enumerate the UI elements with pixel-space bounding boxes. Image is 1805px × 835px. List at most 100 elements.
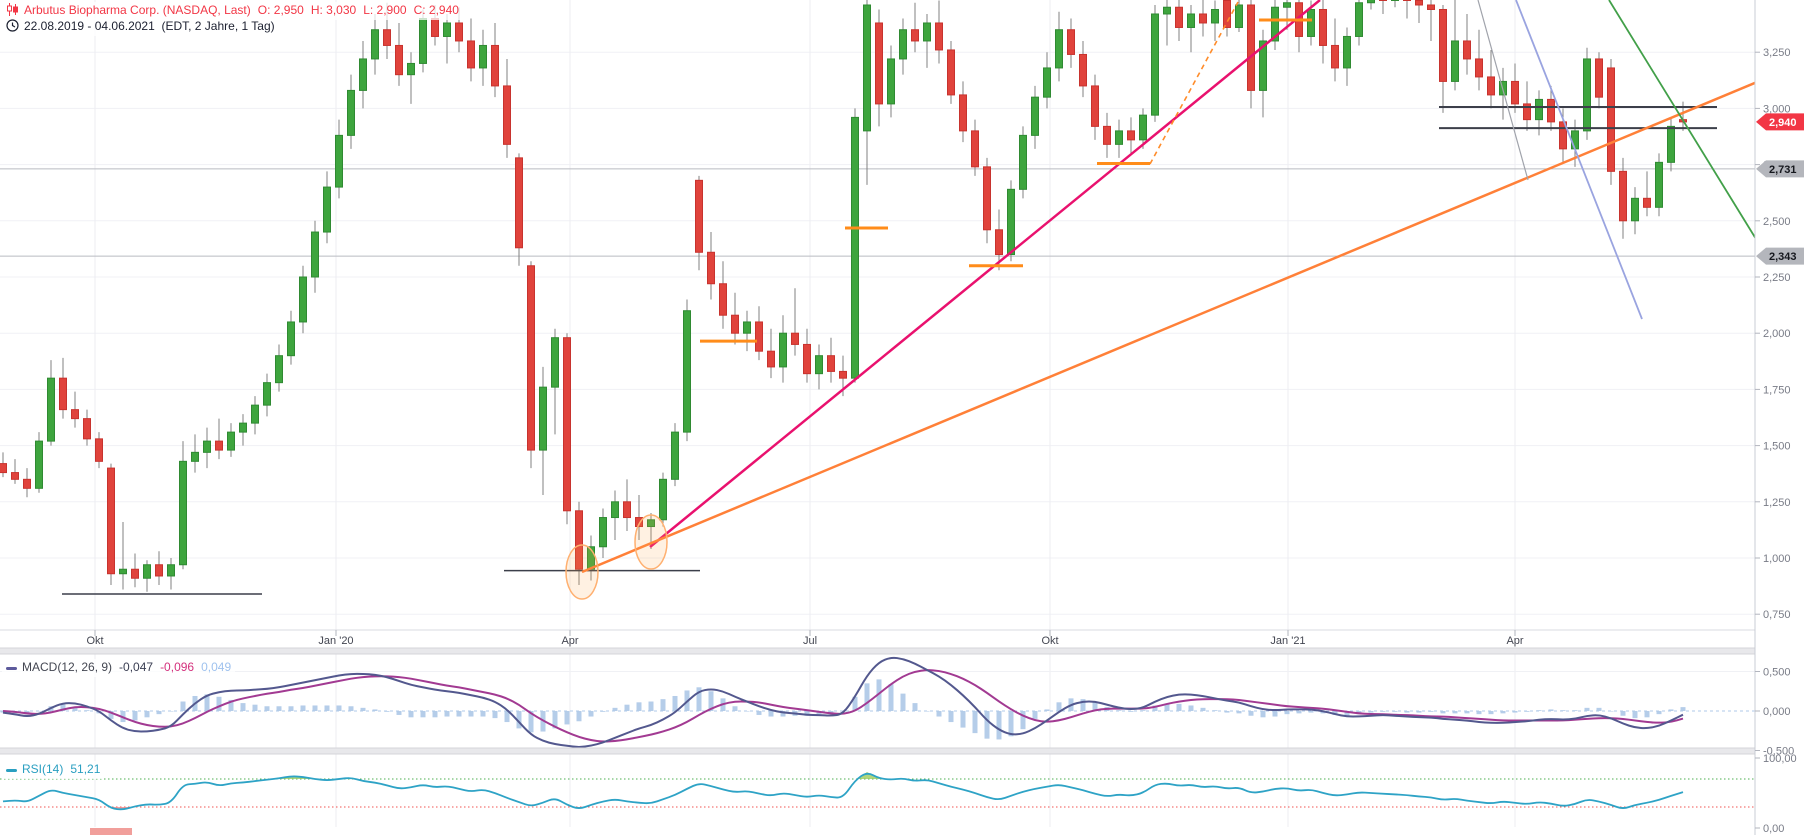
macd-histogram-bar	[432, 711, 438, 718]
macd-histogram-bar	[1668, 709, 1674, 711]
candle-down	[1619, 170, 1627, 222]
candle-down	[995, 229, 1003, 256]
price-badge-label: 2,343	[1769, 251, 1797, 263]
candle-up	[899, 29, 907, 60]
candle-up	[923, 22, 931, 42]
candle-down	[1595, 58, 1603, 98]
downtrend-line-blue[interactable]	[1515, 0, 1643, 320]
uptrend-line-orange[interactable]	[581, 62, 1805, 574]
candle-up	[1187, 13, 1195, 28]
candle-up	[647, 519, 655, 528]
price-tick-label: 1,500	[1763, 441, 1791, 453]
candle-up	[371, 29, 379, 60]
macd-histogram-bar	[480, 711, 486, 717]
ohlc-close-value: 2,940	[428, 3, 459, 17]
macd-histogram-bar	[336, 705, 342, 711]
macd-title: MACD(12, 26, 9)	[22, 660, 113, 674]
candle-down	[1559, 121, 1567, 150]
macd-histogram-bar	[444, 711, 450, 717]
candle-down	[95, 438, 103, 462]
candle-down	[731, 314, 739, 334]
macd-histogram-bar	[672, 695, 678, 711]
chart-drawings[interactable]	[62, 0, 1805, 600]
ohlc-open-value: 2,950	[273, 3, 304, 17]
macd-histogram-bar	[708, 691, 714, 711]
macd-histogram-bar	[756, 711, 762, 715]
price-axis[interactable]: 3,2503,0002,7502,5002,2502,0001,7501,500…	[1754, 0, 1805, 835]
highlight-ellipse-1[interactable]	[565, 544, 599, 600]
macd-histogram-bar	[108, 711, 114, 719]
macd-histogram-bar	[60, 704, 66, 711]
time-tick-label: Apr	[1506, 635, 1523, 647]
candle-up	[311, 231, 319, 278]
candle-up	[1367, 0, 1375, 4]
macd-histogram-bar	[1488, 711, 1494, 715]
macd-histogram-bar	[1284, 711, 1290, 715]
macd-histogram-bar	[1512, 711, 1518, 713]
candle-down	[1511, 80, 1519, 105]
macd-histogram-bar	[1656, 711, 1662, 715]
candle-down	[1199, 13, 1207, 24]
time-axis[interactable]: Okt Jan '20 Apr Jul Okt Jan '21 Apr	[86, 630, 1524, 647]
uptrend-line-magenta[interactable]	[649, 0, 1321, 548]
candle-up	[599, 517, 607, 548]
candle-up	[251, 404, 259, 424]
downtrend-line-gray[interactable]	[1477, 0, 1529, 181]
candle-up	[671, 431, 679, 480]
symbol-title: Arbutus Biopharma Corp. (NASDAQ, Last)	[24, 3, 251, 17]
macd-histogram-bar	[420, 711, 426, 718]
macd-histogram-bar	[780, 711, 786, 717]
candle-down	[971, 130, 979, 168]
candle-down	[1127, 130, 1135, 141]
macd-histogram-bar	[348, 706, 354, 711]
candle-up	[239, 422, 247, 433]
candle-up	[1655, 161, 1663, 208]
candle-up	[743, 321, 751, 334]
candle-down	[1439, 8, 1447, 82]
macd-histogram-bar	[1164, 703, 1170, 711]
candle-up	[419, 17, 427, 64]
candle-up	[359, 58, 367, 91]
downtrend-line-green[interactable]	[1608, 0, 1756, 240]
candle-up	[1631, 197, 1639, 222]
candlestick-icon	[6, 3, 19, 19]
macd-histogram-bar	[612, 707, 618, 711]
macd-histogram-bar	[1476, 711, 1482, 715]
macd-histogram-bar	[1368, 711, 1374, 713]
macd-pane[interactable]	[0, 656, 1755, 748]
candle-down	[875, 22, 883, 105]
candle-up	[287, 321, 295, 357]
macd-histogram-bar	[804, 711, 810, 716]
macd-histogram-bar	[552, 711, 558, 729]
price-tick-label: 2,500	[1763, 216, 1791, 228]
candle-down	[1331, 44, 1339, 69]
macd-histogram-bar	[1548, 709, 1554, 711]
highlight-ellipse-2[interactable]	[634, 514, 668, 570]
candle-up	[167, 564, 175, 577]
macd-histogram-bar	[564, 711, 570, 725]
macd-histogram-bar	[516, 711, 522, 729]
symbol-legend: Arbutus Biopharma Corp. (NASDAQ, Last) O:…	[2, 2, 463, 20]
candle-up	[1583, 58, 1591, 132]
candle-down	[635, 517, 643, 528]
rsi-value: 51,21	[70, 762, 101, 776]
projection-line-dashed-orange[interactable]	[1149, 1, 1239, 165]
macd-legend: MACD(12, 26, 9) -0,047 -0,096 0,049	[2, 659, 236, 677]
rsi-pane[interactable]	[0, 772, 1755, 811]
clock-icon	[6, 19, 19, 35]
macd-histogram-bar	[876, 679, 882, 711]
macd-histogram-bar	[468, 711, 474, 717]
macd-histogram-bar	[1236, 711, 1242, 714]
macd-histogram-bar	[996, 711, 1002, 740]
macd-histogram-bar	[324, 705, 330, 711]
candle-up	[1235, 4, 1243, 28]
macd-histogram-bar	[1224, 711, 1230, 713]
candle-up	[863, 4, 871, 132]
price-badges: 2,940 2,731 2,343	[1756, 113, 1804, 265]
macd-histogram-bar	[984, 711, 990, 739]
macd-histogram-bar	[1044, 709, 1050, 711]
candle-down	[0, 463, 7, 474]
price-tick-label: -0,500	[1763, 746, 1794, 758]
